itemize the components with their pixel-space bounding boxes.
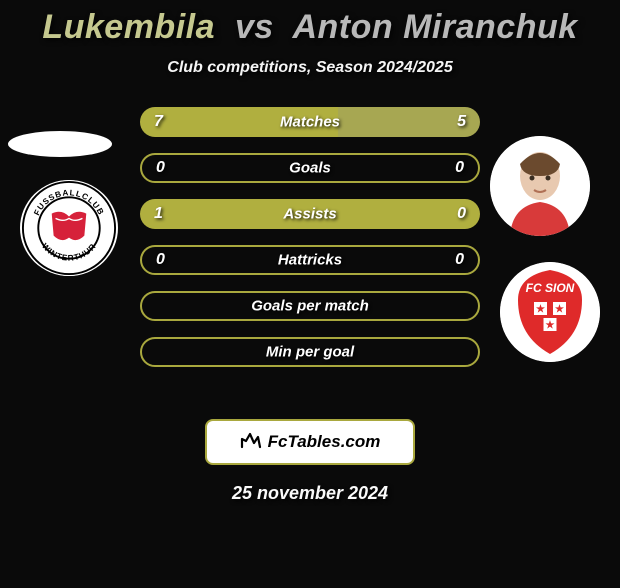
stat-label: Hattricks — [278, 252, 342, 269]
stat-row: Min per goal — [140, 337, 480, 367]
stat-label: Matches — [280, 114, 340, 131]
stat-label: Goals — [289, 160, 331, 177]
svg-text:★: ★ — [546, 320, 555, 331]
player2-avatar — [490, 136, 590, 236]
club1-logo: FUSSBALLCLUB WINTERTHUR — [20, 180, 118, 276]
player1-avatar — [8, 131, 112, 157]
stat-row: Goals 0 0 — [140, 153, 480, 183]
stat-value-left: 0 — [156, 159, 165, 177]
brand-badge[interactable]: FcTables.com — [205, 419, 415, 465]
stat-value-left: 0 — [156, 251, 165, 269]
player2-name: Anton Miranchuk — [292, 8, 577, 46]
date-text: 25 november 2024 — [0, 483, 620, 504]
stat-value-left: 7 — [154, 113, 163, 131]
subtitle: Club competitions, Season 2024/2025 — [0, 59, 620, 77]
comparison-title: Lukembila vs Anton Miranchuk — [0, 8, 620, 47]
stat-value-right: 0 — [455, 251, 464, 269]
stat-row: Matches 7 5 — [140, 107, 480, 137]
brand-icon — [240, 429, 262, 455]
stat-value-left: 1 — [154, 205, 163, 223]
stat-value-right: 5 — [457, 113, 466, 131]
stat-label: Goals per match — [251, 298, 369, 315]
brand-text: FcTables.com — [268, 432, 381, 452]
stat-value-right: 0 — [455, 159, 464, 177]
stat-row: Goals per match — [140, 291, 480, 321]
svg-text:FC SION: FC SION — [526, 281, 575, 295]
stat-label: Min per goal — [266, 344, 354, 361]
svg-text:★: ★ — [555, 304, 564, 315]
svg-text:★: ★ — [536, 304, 545, 315]
stat-row: Hattricks 0 0 — [140, 245, 480, 275]
stat-row: Assists 1 0 — [140, 199, 480, 229]
club2-logo: FC SION ★ ★ ★ — [500, 262, 600, 362]
stat-value-right: 0 — [457, 205, 466, 223]
player1-name: Lukembila — [42, 8, 215, 46]
vs-text: vs — [235, 8, 274, 46]
stat-label: Assists — [283, 206, 336, 223]
